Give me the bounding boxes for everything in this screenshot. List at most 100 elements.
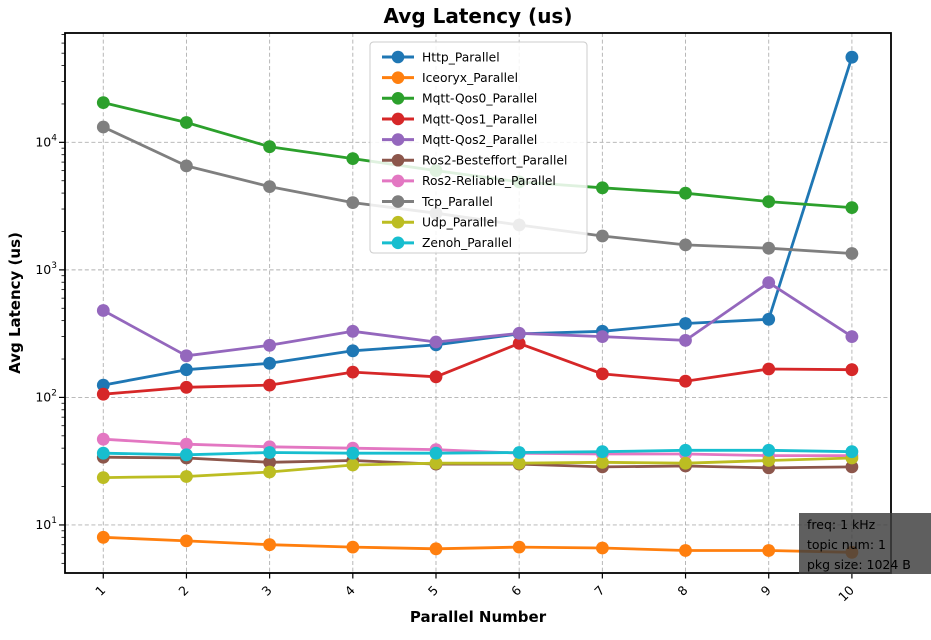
legend-label: Zenoh_Parallel [422, 236, 512, 250]
data-point-Mqtt-Qos0_Parallel [96, 96, 110, 109]
data-point-Mqtt-Qos0_Parallel [346, 152, 360, 166]
data-point-Udp_Parallel [429, 456, 443, 470]
data-point-Mqtt-Qos2_Parallel [762, 276, 776, 289]
data-point-Mqtt-Qos2_Parallel [96, 304, 110, 317]
data-point-Iceoryx_Parallel [96, 530, 110, 544]
data-point-Http_Parallel [346, 344, 360, 358]
data-point-Mqtt-Qos2_Parallel [845, 330, 859, 343]
legend-item-Tcp_Parallel: Tcp_Parallel [382, 195, 493, 209]
data-point-Mqtt-Qos2_Parallel [346, 324, 360, 338]
legend: Http_Parallel Iceoryx_Parallel Mqtt-Qos0_P… [369, 41, 588, 254]
data-point-Mqtt-Qos1_Parallel [845, 363, 859, 377]
legend-label: Http_Parallel [422, 50, 500, 64]
data-point-Mqtt-Qos1_Parallel [596, 367, 609, 381]
x-tick-label: 2 [175, 583, 191, 599]
data-point-Http_Parallel [845, 50, 859, 64]
data-point-Mqtt-Qos0_Parallel [180, 116, 193, 129]
series-line-Http_Parallel [103, 56, 854, 387]
y-tick-label: 104 [35, 133, 57, 149]
legend-marker [391, 236, 405, 250]
data-point-Tcp_Parallel [596, 229, 609, 243]
y-tick-label: 101 [35, 516, 57, 532]
data-point-Udp_Parallel [596, 455, 609, 469]
legend-label: Udp_Parallel [422, 216, 498, 230]
data-point-Tcp_Parallel [679, 238, 692, 252]
data-point-Http_Parallel [96, 378, 110, 392]
legend-frame [369, 41, 588, 254]
series-line-Iceoryx_Parallel [103, 535, 852, 554]
x-tick-label: 4 [342, 582, 358, 598]
data-point-Mqtt-Qos0_Parallel [263, 140, 276, 154]
data-point-Mqtt-Qos2_Parallel [263, 338, 276, 352]
data-point-Ros2-Reliable_Parallel [180, 437, 193, 451]
x-axis-label: Parallel Number [410, 608, 547, 626]
legend-label: Mqtt-Qos0_Parallel [422, 92, 537, 106]
data-point-Mqtt-Qos2_Parallel [429, 335, 443, 349]
legend-label: Tcp_Parallel [421, 195, 493, 209]
data-point-Udp_Parallel [512, 456, 526, 470]
data-point-Ros2-Reliable_Parallel [96, 432, 110, 446]
data-point-Http_Parallel [679, 317, 692, 330]
data-point-Udp_Parallel [679, 456, 692, 470]
legend-marker [391, 195, 405, 208]
legend-item-Mqtt-Qos0_Parallel: Mqtt-Qos0_Parallel [382, 92, 537, 106]
y-axis-label: Avg Latency (us) [6, 232, 24, 374]
plot-border [64, 32, 892, 574]
series-line-Udp_Parallel [103, 456, 852, 479]
data-point-Tcp_Parallel [762, 241, 776, 255]
data-point-Iceoryx_Parallel [263, 538, 276, 552]
data-point-Udp_Parallel [762, 454, 776, 467]
data-point-Zenoh_Parallel [96, 446, 110, 460]
legend-marker [391, 112, 405, 126]
legend-item-Udp_Parallel: Udp_Parallel [382, 216, 498, 230]
data-point-Zenoh_Parallel [346, 446, 360, 460]
data-point-Iceoryx_Parallel [346, 540, 360, 554]
data-point-Mqtt-Qos1_Parallel [512, 337, 526, 350]
data-point-Mqtt-Qos0_Parallel [762, 195, 776, 209]
legend-label: Mqtt-Qos2_Parallel [422, 133, 537, 147]
legend-marker [391, 50, 405, 64]
data-point-Http_Parallel [180, 363, 193, 377]
legend-item-Ros2-Besteffort_Parallel: Ros2-Besteffort_Parallel [382, 154, 567, 168]
data-point-Http_Parallel [762, 312, 776, 326]
x-tick-label: 3 [259, 583, 275, 599]
data-point-Zenoh_Parallel [429, 446, 443, 460]
data-point-Udp_Parallel [96, 471, 110, 484]
legend-label: Ros2-Reliable_Parallel [422, 174, 556, 188]
y-tick-label: 103 [35, 261, 57, 277]
data-point-Zenoh_Parallel [762, 443, 776, 457]
data-point-Tcp_Parallel [96, 120, 110, 134]
legend-marker [391, 133, 405, 146]
x-tick-label: 10 [835, 582, 857, 604]
data-point-Zenoh_Parallel [845, 445, 859, 459]
data-point-Mqtt-Qos0_Parallel [845, 201, 859, 215]
data-point-Iceoryx_Parallel [180, 534, 193, 548]
data-point-Tcp_Parallel [346, 196, 360, 210]
data-point-Udp_Parallel [346, 458, 360, 472]
legend-marker [391, 92, 405, 105]
annotation-frame [799, 513, 931, 574]
data-point-Tcp_Parallel [263, 180, 276, 194]
legend-item-Http_Parallel: Http_Parallel [382, 50, 500, 64]
data-point-Mqtt-Qos1_Parallel [180, 380, 193, 394]
y-tick-label: 102 [35, 388, 57, 404]
legend-marker [391, 215, 405, 229]
data-point-Mqtt-Qos1_Parallel [96, 387, 110, 401]
data-point-Iceoryx_Parallel [596, 541, 609, 555]
data-point-Mqtt-Qos0_Parallel [679, 186, 692, 200]
data-point-Mqtt-Qos1_Parallel [346, 365, 360, 379]
data-point-Tcp_Parallel [845, 247, 859, 260]
data-point-Mqtt-Qos1_Parallel [679, 374, 692, 388]
data-point-Iceoryx_Parallel [512, 540, 526, 554]
legend-label: Iceoryx_Parallel [422, 71, 518, 85]
data-point-Zenoh_Parallel [679, 443, 692, 457]
data-point-Mqtt-Qos2_Parallel [180, 349, 193, 363]
x-tick-label: 9 [758, 582, 774, 598]
data-point-Ros2-Besteffort_Parallel [845, 460, 859, 474]
data-point-Tcp_Parallel [180, 159, 193, 173]
legend-item-Mqtt-Qos2_Parallel: Mqtt-Qos2_Parallel [382, 133, 537, 147]
legend-label: Mqtt-Qos1_Parallel [422, 112, 537, 126]
data-point-Http_Parallel [263, 356, 276, 370]
series-line-Zenoh_Parallel [103, 448, 852, 457]
